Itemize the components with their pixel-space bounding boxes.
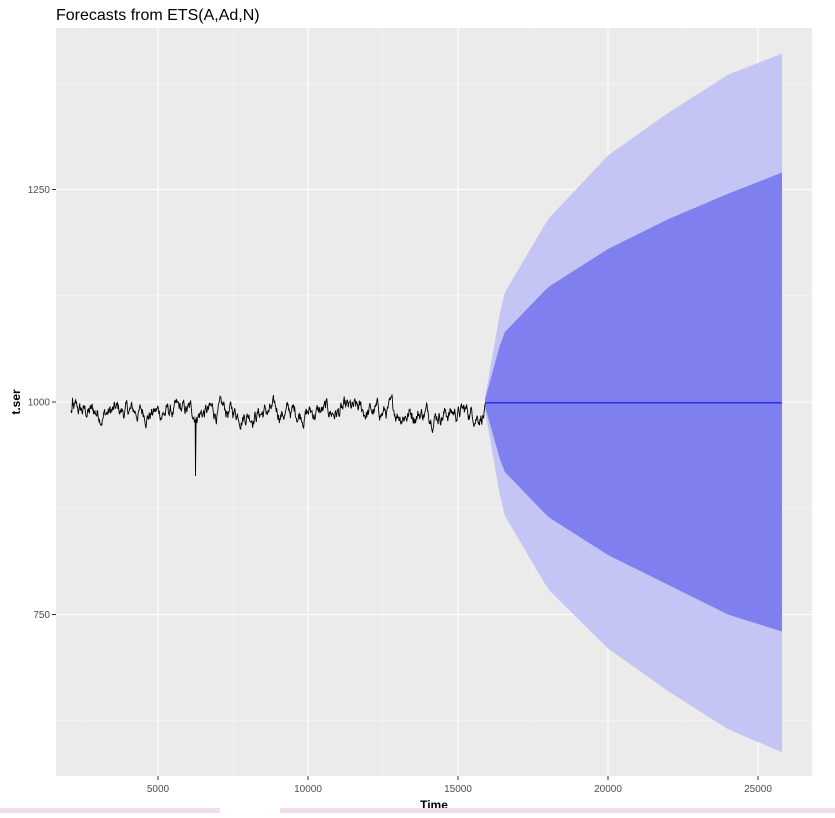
axis-layer: 5000 10000 15000 20000 25000 750 1000 1250	[28, 185, 773, 795]
bottom-scroll-strip-right	[280, 808, 835, 813]
y-axis-title: t.ser	[9, 389, 23, 415]
x-tick-label: 25000	[744, 784, 772, 795]
forecast-band-80	[485, 172, 782, 632]
x-tick-label: 20000	[594, 784, 622, 795]
bottom-scroll-strip-gap	[220, 808, 280, 813]
bottom-scroll-strip-left	[0, 808, 220, 813]
observed-series-line	[70, 394, 486, 476]
x-tick-label: 15000	[444, 784, 472, 795]
y-tick-label: 750	[33, 610, 50, 621]
series-layer	[70, 394, 782, 476]
x-tick-label: 10000	[294, 784, 322, 795]
x-tick-label: 5000	[147, 784, 170, 795]
band-80-layer	[485, 172, 782, 632]
chart-title: Forecasts from ETS(A,Ad,N)	[56, 7, 260, 24]
y-tick-label: 1000	[28, 398, 51, 409]
y-tick-label: 1250	[28, 185, 51, 196]
